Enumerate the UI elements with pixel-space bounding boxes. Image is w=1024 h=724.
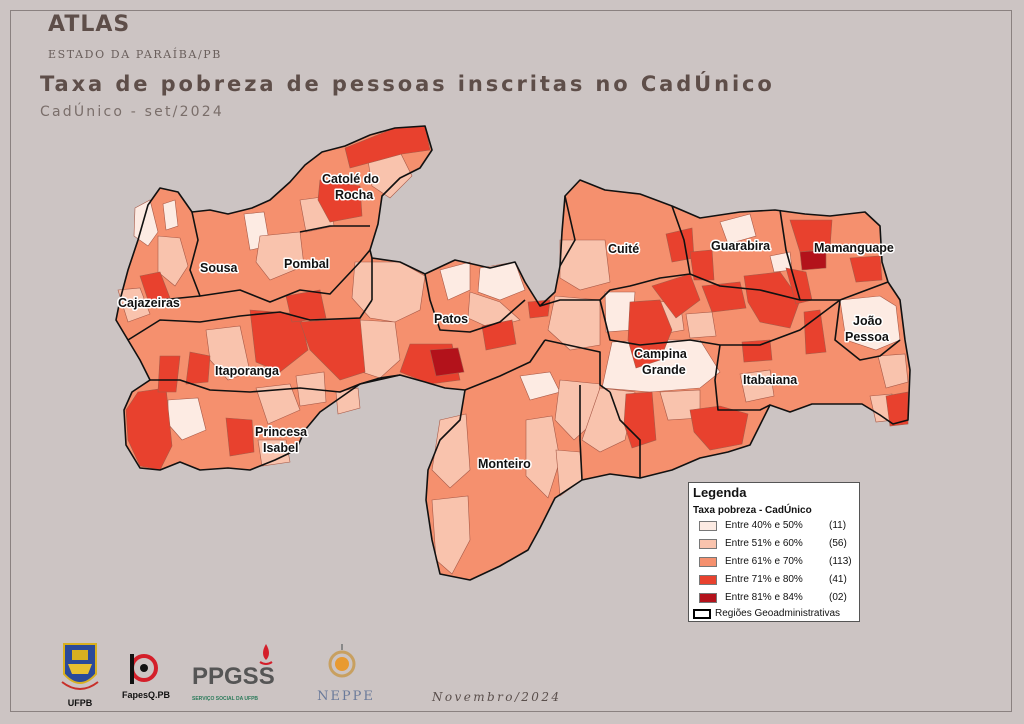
neppe-logo: NEPPE (317, 644, 375, 704)
region-label-patos: Patos (434, 312, 468, 326)
ppgss-logo: PPGSS SERVIÇO SOCIAL DA UFPB (192, 644, 275, 702)
municipality-patch (431, 495, 471, 575)
municipality-patch (139, 271, 171, 301)
page-frame (10, 10, 1012, 712)
region-label-mamanguape: Mamanguape (814, 241, 894, 255)
legend-subtitle: Taxa pobreza - CadÚnico (693, 505, 812, 516)
municipality-patch (157, 235, 189, 287)
legend-label: Entre 51% e 60% (725, 538, 803, 549)
municipality-patch (525, 415, 561, 499)
municipality-patch (257, 439, 291, 467)
legend-count: (02) (829, 592, 847, 603)
municipality-patch (125, 387, 173, 471)
legend-label: Entre 40% e 50% (725, 520, 803, 531)
map-title: Taxa de pobreza de pessoas inscritas no … (40, 72, 775, 96)
region-label-catole-do-rocha-line2: Rocha (335, 188, 374, 202)
municipality-patch (185, 351, 211, 385)
region-label-pombal: Pombal (284, 257, 329, 271)
region-label-cajazeiras: Cajazeiras (118, 296, 180, 310)
ufpb-logo: UFPB (61, 643, 99, 708)
legend-count: (113) (829, 556, 852, 567)
municipality-patch (623, 391, 657, 449)
footer-date: Novembro/2024 (432, 690, 562, 704)
municipality-patch (685, 311, 717, 339)
municipality-patch (689, 249, 715, 281)
svg-text:SERVIÇO SOCIAL DA UFPB: SERVIÇO SOCIAL DA UFPB (192, 696, 258, 702)
region-boundaries (115, 125, 911, 581)
region-label-campina-grande-line2: Grande (642, 363, 686, 377)
map-legend: Legenda Taxa pobreza - CadÚnico Entre 40… (688, 482, 860, 622)
legend-label: Entre 61% e 70% (725, 556, 803, 567)
municipality-patch (255, 231, 305, 281)
municipality-patch (719, 213, 757, 245)
legend-boundary-label: Regiões Geoadministrativas (715, 608, 841, 619)
legend-count: (41) (829, 574, 847, 585)
municipality-patch (627, 299, 673, 369)
svg-text:UFPB: UFPB (68, 698, 93, 708)
map-subtitle: CadÚnico - set/2024 (40, 104, 225, 120)
municipality-patch (689, 405, 749, 451)
region-label-guarabira: Guarabira (711, 239, 771, 253)
municipality-patch (205, 325, 251, 381)
region-label-sousa: Sousa (200, 261, 239, 275)
region-label-itabaiana: Itabaiana (743, 373, 798, 387)
municipality-patch (157, 355, 181, 393)
svg-text:FapesQ.PB: FapesQ.PB (122, 690, 171, 700)
municipality-patch (877, 353, 909, 389)
legend-label: Entre 71% e 80% (725, 574, 803, 585)
fapesq-logo: FapesQ.PB (122, 654, 171, 700)
region-label-cuite: Cuité (608, 242, 639, 256)
municipality-patch (527, 299, 551, 319)
municipality-patch (803, 309, 827, 355)
legend-swatch (699, 539, 717, 549)
legend-count: (11) (829, 520, 847, 531)
legend-swatch (699, 557, 717, 567)
municipality-patch (225, 417, 255, 457)
region-labels: Catolé do Rocha Sousa Pombal Cajazeiras … (117, 171, 896, 473)
municipality-patch (335, 387, 361, 415)
municipality-patch (739, 369, 775, 403)
legend-title: Legenda (693, 485, 747, 500)
legend-label: Entre 81% e 84% (725, 592, 803, 603)
municipality-patch (162, 199, 179, 231)
municipality-patch (741, 339, 773, 363)
municipality-patch (559, 239, 611, 291)
municipality-patch (743, 271, 801, 329)
municipality-patch (431, 413, 471, 489)
municipality-patch (481, 319, 517, 351)
municipality-patch (701, 281, 747, 313)
svg-text:PPGSS: PPGSS (192, 663, 275, 690)
legend-swatch (699, 575, 717, 585)
region-label-catole-do-rocha: Catolé do (322, 172, 379, 186)
region-label-joao-pessoa: João (853, 314, 883, 328)
municipality-patch (885, 391, 909, 427)
municipality-patches (117, 125, 909, 575)
municipality-patch (285, 289, 327, 323)
region-label-itaporanga: Itaporanga (215, 364, 280, 378)
municipality-patch (789, 219, 833, 253)
svg-text:NEPPE: NEPPE (317, 689, 375, 704)
region-label-princesa-isabel-line2: Isabel (263, 441, 298, 455)
region-label-princesa-isabel: Princesa (255, 425, 308, 439)
municipality-patch (117, 287, 151, 323)
municipality-patch (581, 387, 636, 453)
municipality-patch (799, 249, 827, 271)
region-label-campina-grande: Campina (634, 347, 688, 361)
municipality-patch (429, 347, 465, 377)
legend-boundary-swatch (693, 609, 711, 619)
municipality-patch (849, 255, 883, 283)
state-subheading: ESTADO DA PARAÍBA/PB (48, 48, 222, 61)
legend-count: (56) (829, 538, 847, 549)
municipality-patch (255, 383, 301, 425)
legend-swatch (699, 521, 717, 531)
municipality-patch (439, 261, 471, 301)
atlas-heading: ATLAS (48, 12, 131, 37)
region-label-monteiro: Monteiro (478, 457, 531, 471)
region-label-joao-pessoa-line2: Pessoa (845, 330, 890, 344)
municipality-patch (651, 273, 701, 319)
municipality-patch (317, 179, 363, 223)
legend-swatch (699, 593, 717, 603)
